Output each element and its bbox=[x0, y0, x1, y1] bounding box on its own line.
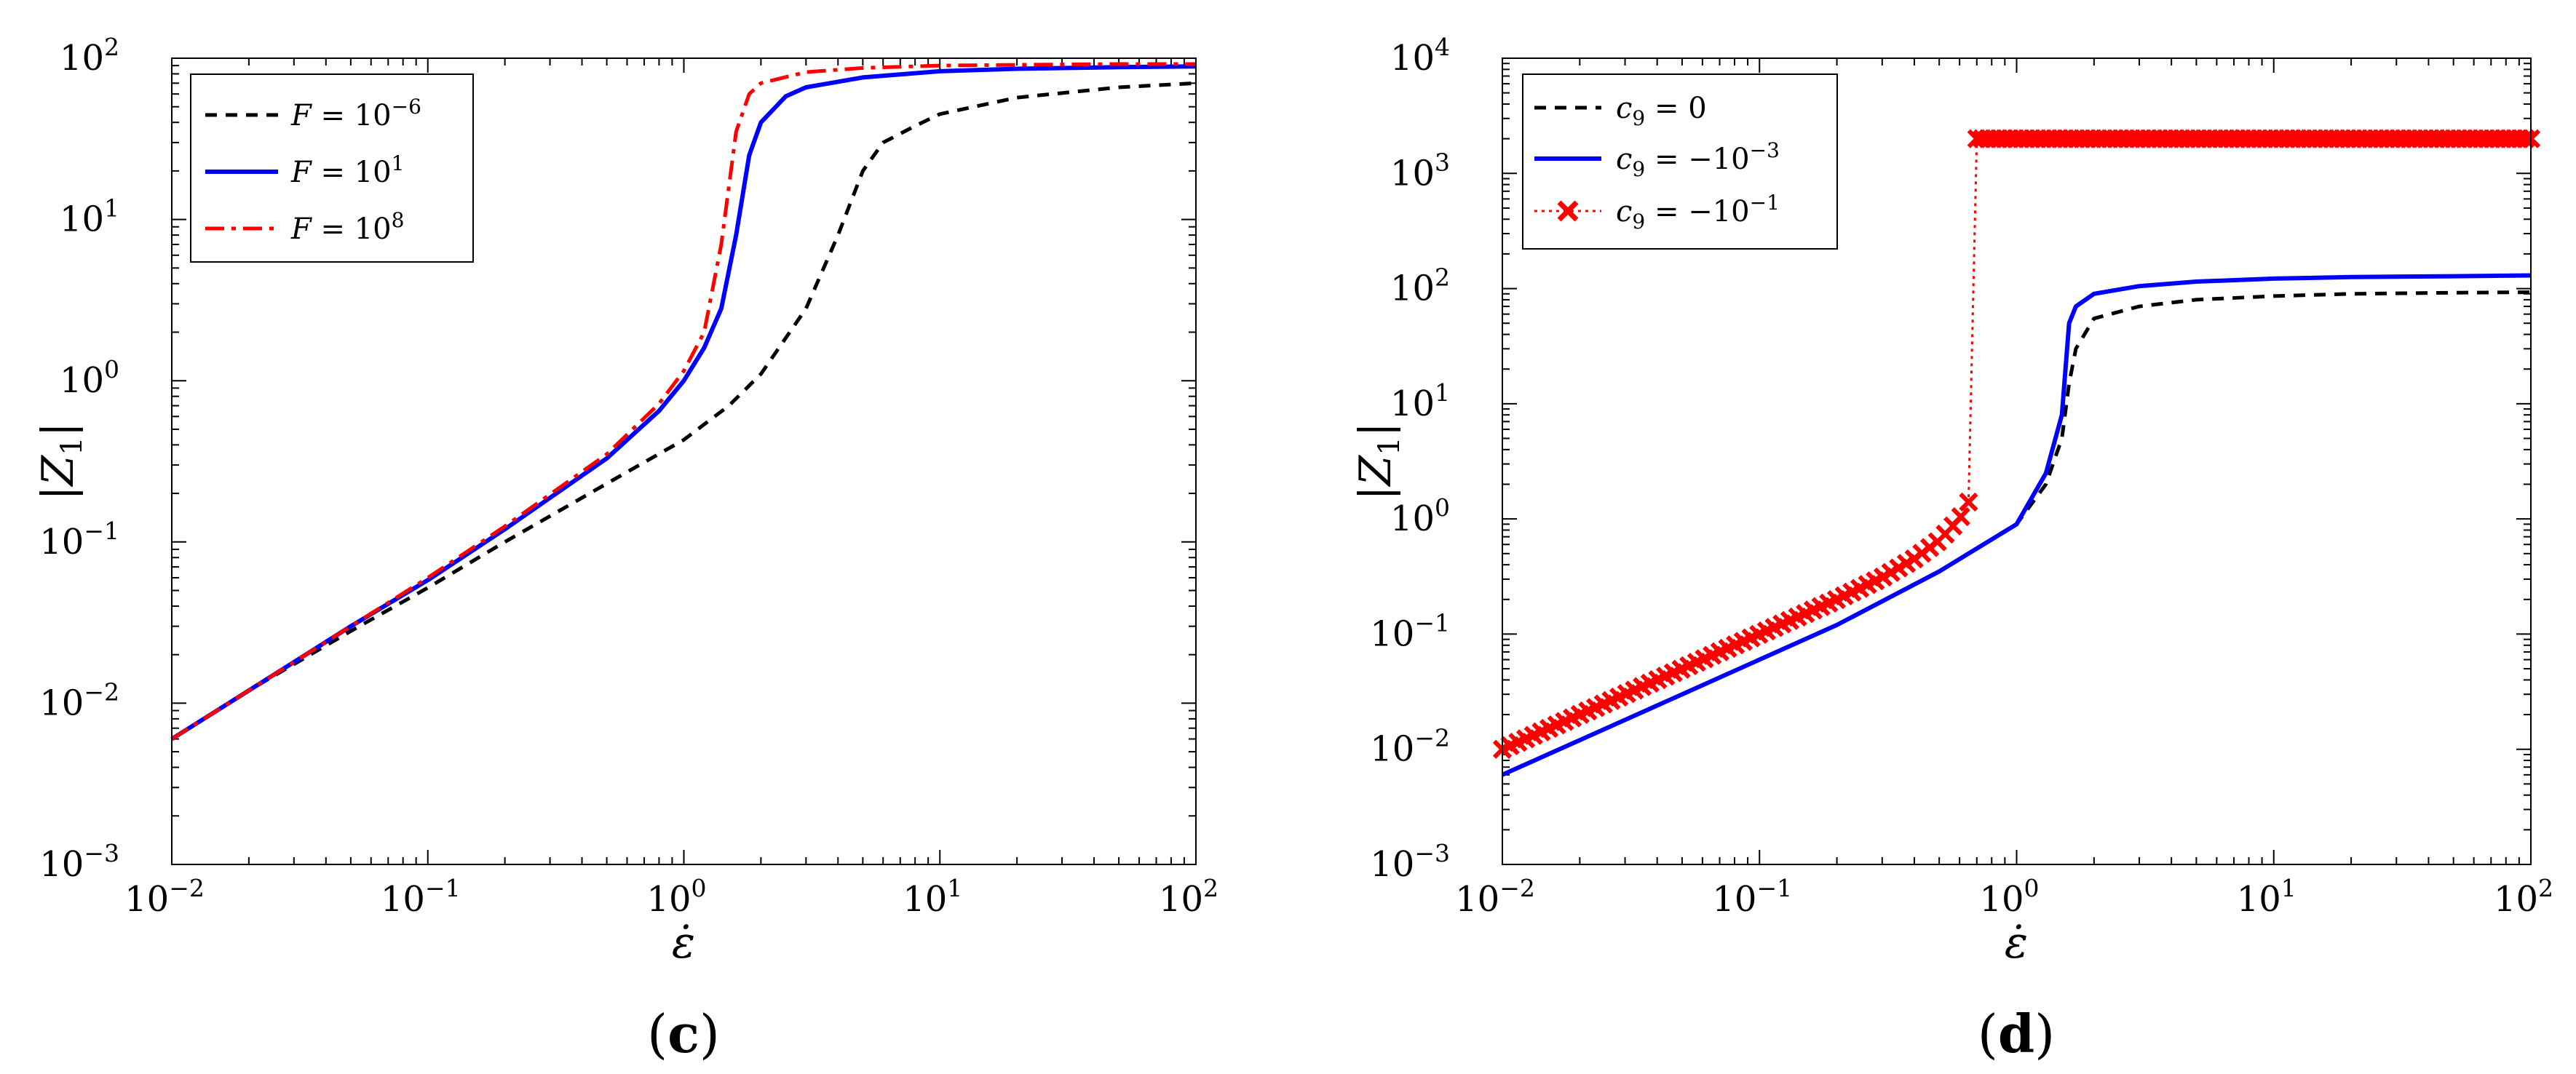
d-legend-lhs-1: c bbox=[1616, 143, 1632, 176]
c-series-2-line bbox=[170, 62, 1196, 741]
d-ytick-label: 104 bbox=[1390, 33, 1450, 79]
c-ytick-label: 102 bbox=[60, 33, 119, 79]
d-xtick-label: 101 bbox=[2237, 874, 2296, 920]
svg-text:c9 = −10−3: c9 = −10−3 bbox=[1616, 138, 1780, 181]
d-xtick-label: 100 bbox=[1979, 874, 2039, 920]
c-caption: (c) bbox=[647, 1003, 720, 1065]
c-legend-exp-1: 1 bbox=[392, 151, 405, 175]
d-series-2-marker bbox=[1959, 492, 1978, 512]
d-ytick-label: 103 bbox=[1390, 148, 1450, 194]
panel-d: 10−2 10−1 100 101 10210−310−210−110010110210… bbox=[1350, 33, 2553, 1065]
svg-text:c9 = −10−1: c9 = −10−1 bbox=[1616, 191, 1780, 234]
c-legend-lhs-0: F bbox=[290, 99, 312, 132]
d-plot-frame bbox=[1502, 57, 2532, 865]
c-xtick-label: 100 bbox=[646, 874, 706, 920]
d-legend-lhs-2: c bbox=[1616, 195, 1632, 228]
c-legend-lhs-2: F bbox=[290, 212, 312, 246]
c-legend-box bbox=[190, 73, 474, 263]
d-legend-rhs-0: 0 bbox=[1688, 92, 1706, 125]
c-xtick-label: 10−1 bbox=[381, 874, 461, 920]
d-ylabel: |Z1| bbox=[1350, 422, 1406, 501]
d-caption: (d) bbox=[1978, 1003, 2056, 1065]
c-legend: F = 10−6 F = 101 F = 108 bbox=[190, 73, 474, 263]
d-xtick-label: 102 bbox=[2494, 874, 2553, 920]
c-xtick-label: 102 bbox=[1159, 874, 1218, 920]
d-legend-rhs-1: −10 bbox=[1688, 143, 1749, 176]
d-series-lines bbox=[1492, 129, 2541, 777]
c-xlabel: ε̇ bbox=[672, 918, 695, 968]
d-xtick-label: 10−2 bbox=[1455, 874, 1535, 920]
d-legend-marker-2 bbox=[1557, 200, 1579, 222]
c-legend-exp-0: −6 bbox=[392, 95, 421, 119]
d-xlabel: ε̇ bbox=[2005, 918, 2028, 968]
c-xtick-label: 101 bbox=[903, 874, 962, 920]
svg-text:|Z1|: |Z1| bbox=[1350, 422, 1406, 501]
c-plot-frame bbox=[171, 57, 1197, 865]
c-ytick-label: 101 bbox=[60, 194, 119, 240]
c-legend-entry-2: F = 108 bbox=[205, 208, 404, 246]
d-legend-rhs-2: −10 bbox=[1688, 195, 1749, 228]
d-legend-exp-1: −3 bbox=[1750, 138, 1780, 162]
svg-text:|Z1|: |Z1| bbox=[33, 422, 89, 501]
c-xtick-label: 10−2 bbox=[124, 874, 205, 920]
d-legend-sub-1: 9 bbox=[1632, 157, 1645, 181]
d-ytick-label: 10−2 bbox=[1370, 724, 1450, 770]
c-ytick-label: 100 bbox=[60, 355, 119, 401]
d-legend-entry-2: c9 = −10−1 bbox=[1534, 191, 1780, 234]
d-series-0-line bbox=[1501, 290, 2532, 777]
d-legend-entry-0: c9 = 0 bbox=[1534, 92, 1707, 130]
c-legend-lhs-1: F bbox=[290, 156, 312, 189]
d-ytick-label: 101 bbox=[1390, 378, 1450, 424]
c-series-1-line bbox=[170, 64, 1197, 741]
c-ytick-label: 10−1 bbox=[39, 517, 119, 562]
c-legend-entry-1: F = 101 bbox=[205, 151, 404, 189]
c-ytick-label: 10−2 bbox=[39, 677, 119, 723]
svg-text:c9 = 0: c9 = 0 bbox=[1616, 92, 1707, 130]
d-tick-labels: 10−2 10−1 100 101 10210−310−210−110010110210… bbox=[1370, 33, 2553, 920]
d-legend-entry-1: c9 = −10−3 bbox=[1534, 138, 1780, 181]
c-series-0-line bbox=[170, 81, 1197, 741]
svg-text:F = 108: F = 108 bbox=[290, 208, 404, 246]
c-legend-base-0: 10 bbox=[354, 99, 392, 132]
c-legend-base-2: 10 bbox=[354, 212, 392, 246]
d-legend-sub-2: 9 bbox=[1632, 210, 1645, 234]
d-ytick-label: 102 bbox=[1390, 263, 1450, 309]
d-legend-sub-0: 9 bbox=[1632, 106, 1645, 130]
svg-text:F = 10−6: F = 10−6 bbox=[290, 95, 421, 132]
d-ticks bbox=[1502, 57, 2532, 865]
d-xtick-label: 10−1 bbox=[1712, 874, 1792, 920]
svg-text:F = 101: F = 101 bbox=[290, 151, 404, 189]
c-legend-base-1: 10 bbox=[354, 156, 392, 189]
d-series-2-marker bbox=[1951, 506, 1970, 527]
d-legend-exp-2: −1 bbox=[1750, 191, 1780, 215]
c-legend-exp-2: 8 bbox=[392, 208, 405, 232]
c-ylabel: |Z1| bbox=[33, 422, 89, 501]
d-legend-lhs-0: c bbox=[1616, 92, 1632, 125]
c-ytick-label: 10−3 bbox=[39, 839, 119, 885]
d-ytick-label: 100 bbox=[1390, 493, 1450, 539]
d-series-1-line bbox=[1501, 273, 2532, 777]
d-ytick-label: 10−1 bbox=[1370, 608, 1450, 654]
d-legend: c9 = 0 c9 = −10−3 c9 = −10−1 bbox=[1522, 73, 1838, 250]
c-legend-entry-0: F = 10−6 bbox=[205, 95, 421, 132]
d-ytick-label: 10−3 bbox=[1370, 839, 1450, 885]
c-series-lines bbox=[170, 62, 1197, 741]
